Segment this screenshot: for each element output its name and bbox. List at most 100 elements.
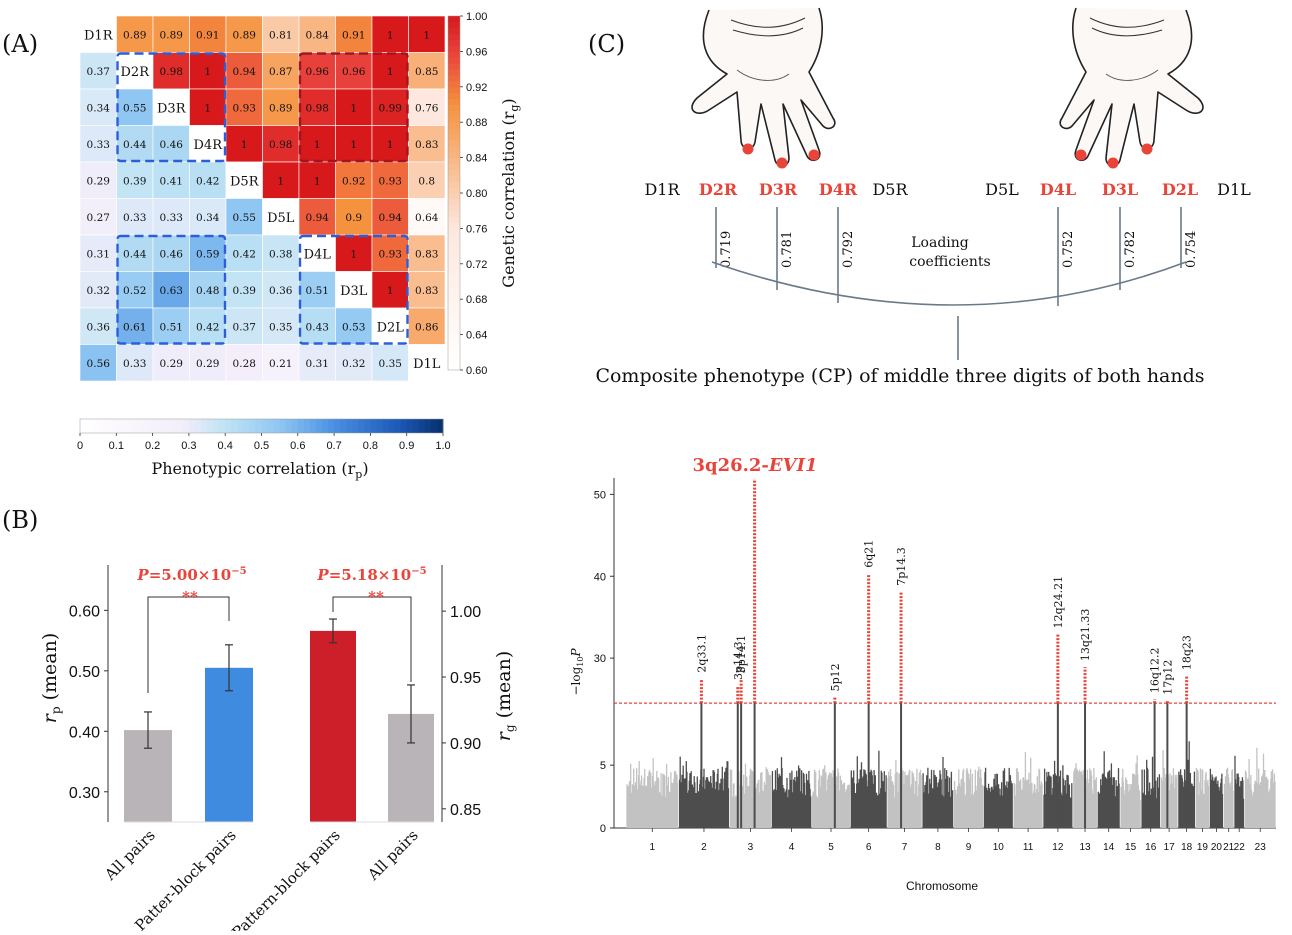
rp-pvalue-prefix: P [136,566,149,584]
genetic-colorbar-band [448,151,460,159]
manhattan-chromosome-17 [1160,750,1178,828]
fingertip-marker [808,149,820,161]
heatmap-cell [408,88,446,126]
rg-bar-chart: 0.85 0.90 0.95 1.00 Pattern-block pairs All p… [229,565,481,935]
genetic-colorbar-band [448,21,460,29]
heatmap-value: 0.51 [160,321,183,333]
manhattan-x-tick-label: 22 [1234,842,1246,853]
genetic-colorbar-band [448,157,460,164]
heatmap-cell [262,344,300,382]
heatmap-value: 0.98 [306,102,329,114]
digit-label: D4R [819,180,858,199]
peak-label: 3p14.1 [735,635,748,674]
heatmap-cell [371,271,409,309]
manhattan-y-tick-label: 50 [594,489,606,501]
bar-y-tick-label: 0.95 [450,670,481,687]
heatmap-value: 1 [350,139,357,151]
manhattan-x-tick-label: 17 [1164,842,1176,853]
rp-y-axis-tail: (mean) [39,633,61,707]
heatmap-value: 0.27 [87,212,110,224]
genetic-colorbar-band [448,27,460,35]
genetic-colorbar-band [448,240,460,247]
heatmap-value: 0.55 [233,212,256,224]
heatmap-cell [298,88,336,126]
loading-value: 0.781 [780,231,795,268]
heatmap-diagonal-label: D1L [413,357,441,372]
rg-y-axis-r: r [493,730,515,741]
genetic-colorbar-band [448,352,460,359]
heatmap-value: 0.33 [123,358,146,370]
phenotypic-colorbar-label: Phenotypic correlation (r [151,459,355,478]
bar-y-tick-label: 1.00 [450,604,481,621]
wrist-crease [730,17,806,28]
heatmap-value: 0.48 [196,285,219,297]
heatmap-cell [262,52,300,90]
digit-label: D3L [1102,180,1138,199]
heatmap-cell [152,271,190,309]
heatmap-cell [79,234,117,272]
manhattan-chromosome-20 [1209,768,1224,828]
panel-label-a: (A) [2,30,38,58]
genetic-colorbar-tick-label: 0.80 [466,188,487,200]
manhattan-chromosome-10 [983,767,1013,828]
manhattan-chromosome-12 [1043,760,1073,828]
heatmap-value: 0.91 [196,29,219,41]
rp-y-axis-title: rp (mean) [39,633,63,723]
phenotypic-colorbar-band [176,419,184,433]
heatmap-value: 0.28 [233,358,256,370]
heatmap-value: 0.89 [160,29,183,41]
heatmap-value: 1 [277,175,284,187]
genetic-colorbar-band [448,299,460,306]
heatmap-cell [298,52,336,90]
phenotypic-colorbar-band [249,419,256,433]
heatmap-value: 0.85 [415,66,438,78]
manhattan-x-tick-label: 12 [1052,842,1064,853]
pattern-block-cross [116,234,227,345]
phenotypic-colorbar-band [340,419,347,433]
heatmap-cell [335,15,373,53]
fingertip-marker [1141,143,1153,155]
phenotypic-colorbar-band [370,419,377,433]
heatmap-value: 0.21 [269,358,292,370]
phenotypic-colorbar-band [352,419,359,433]
phenotypic-colorbar-band [436,419,444,433]
genetic-colorbar-band [448,316,460,324]
manhattan-x-tick-label: 19 [1197,842,1209,853]
phenotypic-colorbar-band [104,419,111,433]
digit-labels: D1R D2R D3R D4R D5R D5L D4L D3L D2L D1L [644,180,1251,199]
heatmap-value: 0.32 [342,358,365,370]
heatmap-value: 0.43 [306,321,329,333]
phenotypic-colorbar-band [80,419,87,433]
rg-pvalue-exp: −5 [411,566,426,577]
heatmap-value: 1 [387,285,394,297]
phenotypic-colorbar-band [140,419,148,433]
phenotypic-colorbar-tick-label: 0 [77,440,83,452]
heatmap-cell [371,234,409,272]
significance-bracket [147,596,230,693]
manhattan-x-tick-label: 14 [1103,842,1115,853]
manhattan-chromosome-22 [1234,755,1245,828]
heatmap-value: 0.46 [160,139,184,151]
loading-value: 0.754 [1184,231,1199,268]
heatmap-cell [152,307,190,345]
manhattan-chromosome-4 [771,757,812,828]
genetic-colorbar-band [448,39,460,46]
manhattan-y-tick-label: 30 [594,653,606,665]
phenotypic-colorbar-band [309,419,317,433]
phenotypic-colorbar-band [430,419,438,433]
heatmap-value: 0.36 [87,321,111,333]
manhattan-chromosome-3 [729,763,772,828]
bar-y-tick-label: 0.40 [69,724,100,741]
heatmap-value: 0.86 [415,321,439,333]
heatmap-value: 0.93 [233,102,256,114]
bar-y-tick-label: 0.85 [450,802,481,819]
phenotypic-colorbar-band [388,419,396,433]
correlation-heatmap: D1R 0.89 0.89 0.91 0.89 0.81 0.84 0.91 1 10.37 D2R… [79,15,446,382]
phenotypic-colorbar-tick-label: 0.3 [181,440,196,452]
genetic-colorbar-band [448,86,460,94]
heatmap-diagonal-label: D3L [340,284,368,299]
heatmap-value: 0.55 [123,102,146,114]
phenotypic-colorbar-tick-label: 0.5 [254,440,269,452]
phenotypic-colorbar-tick-label: 0.1 [109,440,124,452]
